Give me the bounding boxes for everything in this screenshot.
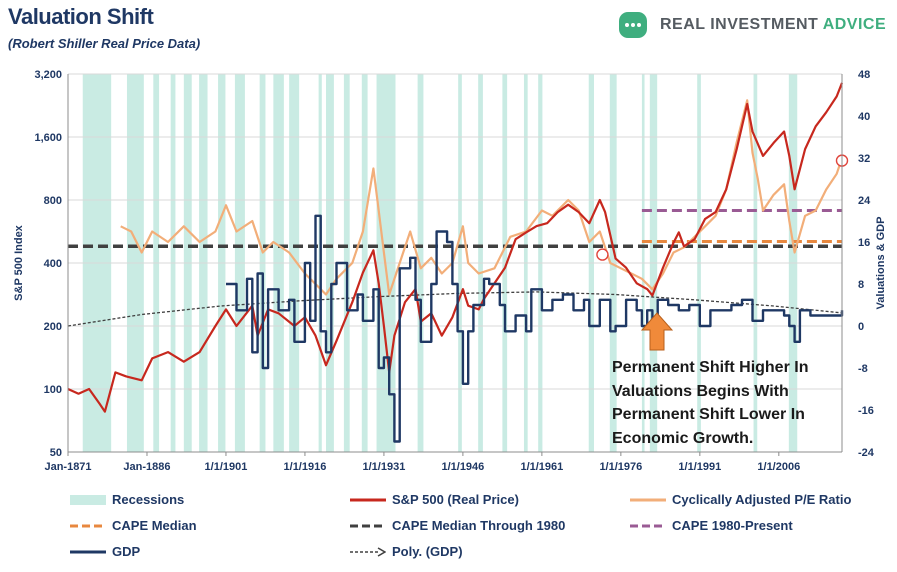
legend-swatch-cape [630,498,666,501]
brand-logo-icon [619,12,647,38]
x-tick-label: Jan-1886 [123,461,170,473]
legend-swatch-sp500 [350,498,386,501]
axes: 50 100 200 400 800 1,600 3,200 -24 -16 -8 0 8 16 24 32… [34,69,874,473]
gdp-line [226,214,844,443]
x-tick-label: 1/1/1976 [599,461,642,473]
y-left-tick-label: 50 [50,447,62,459]
legend-item-sp500: S&P 500 (Real Price) [350,492,519,507]
legend-label: Recessions [112,492,185,507]
legend-item-cape-1980-present: CAPE 1980-Present [630,518,793,533]
y-axis-left-label: S&P 500 Index [13,224,25,300]
legend-swatch-cape-1980-present [630,524,666,527]
cape-marker [596,248,609,261]
series-lines [67,82,849,443]
x-tick-label: Jan-1871 [44,461,91,473]
y-right-tick-label: -8 [858,363,868,375]
annotation-line: Valuations Begins With [612,382,789,400]
y-right-tick-label: 40 [858,111,870,123]
y-left-tick-label: 200 [44,321,62,333]
annotation-text: Permanent Shift Higher In Valuations Beg… [612,356,852,450]
y-axis-right-label: Valuations & GDP [875,217,887,310]
legend-swatch-cape-median-1980 [350,524,386,527]
y-right-tick-label: 32 [858,153,870,165]
annotation-line: Economic Growth. [612,429,754,447]
y-right-tick-label: -16 [858,405,874,417]
legend-item-poly-gdp: Poly. (GDP) [350,544,463,559]
brand-logo-block: REAL INVESTMENT ADVICE [616,8,886,42]
x-tick-label: 1/1/1991 [678,461,721,473]
shift-arrow [640,312,674,351]
sp500-line [67,82,844,413]
y-right-tick-label: 24 [858,195,871,207]
legend-item-cape-median-1980: CAPE Median Through 1980 [350,518,565,533]
legend-label: CAPE Median Through 1980 [392,518,566,533]
cape-ratio-line [120,99,844,296]
x-tick-label: 1/1/2006 [757,461,800,473]
y-right-tick-label: -24 [858,447,875,459]
x-tick-label: 1/1/1901 [205,461,248,473]
annotation-line: Permanent Shift Higher In [612,359,809,376]
y-left-tick-label: 100 [44,384,62,396]
legend-label: Poly. (GDP) [392,544,463,559]
chart-legend: Recessions S&P 500 (Real Price) Cyclical… [0,486,897,572]
y-left-tick-label: 3,200 [34,69,62,81]
legend-item-cape-median: CAPE Median [70,518,197,533]
y-right-tick-label: 0 [858,321,864,333]
annotation-line: Permanent Shift Lower In [612,406,805,423]
y-right-tick-label: 8 [858,279,864,291]
brand-name-accent: ADVICE [822,16,887,33]
valuation-chart: 50 100 200 400 800 1,600 3,200 -24 -16 -8 0 8 16 24 32… [13,69,887,473]
legend-label: GDP [112,544,141,559]
legend-label: CAPE Median [112,518,197,533]
y-right-tick-label: 48 [858,69,870,81]
y-left-tick-label: 800 [44,195,62,207]
legend-swatch-poly-gdp [350,546,386,557]
legend-label: S&P 500 (Real Price) [392,492,519,507]
x-tick-label: 1/1/1946 [441,461,484,473]
legend-swatch-gdp [70,550,106,553]
x-tick-label: 1/1/1916 [284,461,327,473]
chart-title: Valuation Shift [8,4,154,29]
y-right-tick-label: 16 [858,237,870,249]
y-left-tick-label: 1,600 [34,132,62,144]
brand-name-main: REAL INVESTMENT [660,16,819,33]
legend-label: CAPE 1980-Present [672,518,793,533]
y-left-tick-label: 400 [44,258,62,270]
legend-swatch-recessions [70,494,106,505]
brand-name: REAL INVESTMENT ADVICE [660,16,886,34]
chart-subtitle: (Robert Shiller Real Price Data) [8,36,201,51]
legend-item-gdp: GDP [70,544,140,559]
x-tick-label: 1/1/1961 [520,461,563,473]
shift-arrow-icon [640,312,674,351]
legend-label: Cyclically Adjusted P/E Ratio [672,492,852,507]
legend-item-recessions: Recessions [70,492,184,507]
x-tick-label: 1/1/1931 [363,461,406,473]
legend-item-cape: Cyclically Adjusted P/E Ratio [630,492,851,507]
legend-swatch-cape-median [70,524,106,527]
